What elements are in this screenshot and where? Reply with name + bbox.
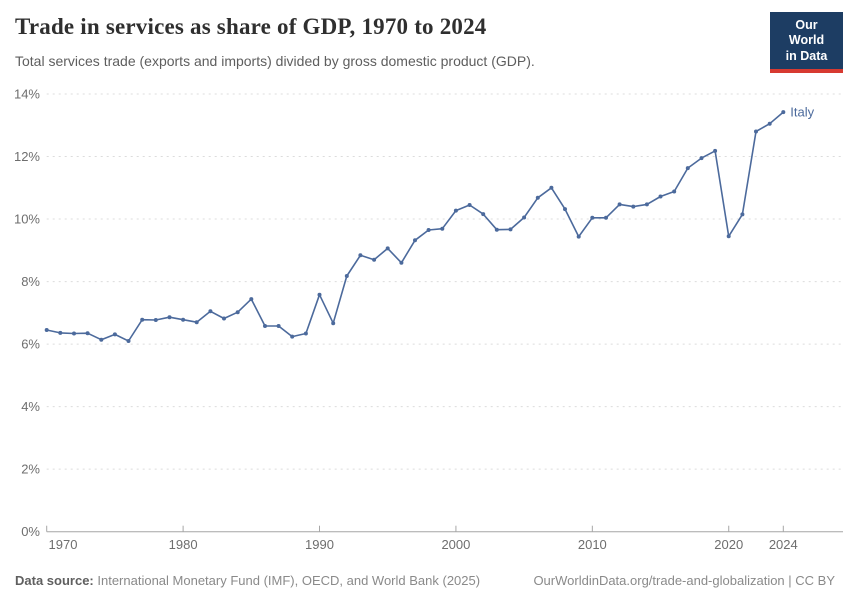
y-tick-label: 12% (14, 149, 40, 164)
page-subtitle: Total services trade (exports and import… (15, 53, 535, 69)
data-point[interactable] (576, 234, 581, 239)
owid-logo-line1: Our World (788, 18, 825, 48)
data-point[interactable] (508, 227, 513, 232)
data-point[interactable] (112, 332, 117, 337)
data-point[interactable] (222, 316, 226, 321)
data-point[interactable] (522, 215, 527, 220)
data-point[interactable] (740, 212, 745, 217)
data-point[interactable] (153, 318, 158, 322)
data-point[interactable] (672, 189, 677, 194)
x-tick-label: 2020 (714, 537, 743, 552)
data-point[interactable] (453, 208, 458, 213)
data-point[interactable] (685, 166, 690, 171)
data-point[interactable] (249, 297, 254, 302)
data-point[interactable] (754, 129, 758, 134)
data-point[interactable] (358, 253, 363, 258)
data-point[interactable] (303, 331, 308, 336)
data-point[interactable] (58, 330, 63, 335)
data-point[interactable] (631, 204, 636, 209)
data-point[interactable] (208, 309, 213, 314)
data-point[interactable] (617, 202, 622, 207)
data-point[interactable] (590, 215, 595, 220)
chart-footer: Data source: International Monetary Fund… (15, 573, 835, 588)
x-tick-label: 1990 (305, 537, 334, 552)
data-point[interactable] (699, 156, 704, 161)
x-tick-label: 2000 (441, 537, 470, 552)
data-point[interactable] (276, 324, 281, 328)
y-tick-label: 14% (14, 87, 40, 102)
data-point[interactable] (467, 203, 472, 207)
data-point[interactable] (181, 317, 186, 322)
x-tick-label: 1970 (49, 537, 78, 552)
data-point[interactable] (494, 227, 499, 232)
footer-link[interactable]: OurWorldinData.org/trade-and-globalizati… (533, 573, 835, 588)
data-point[interactable] (563, 207, 567, 212)
owid-logo[interactable]: Our World in Data (770, 12, 843, 73)
data-point[interactable] (85, 331, 90, 336)
data-point[interactable] (344, 274, 349, 278)
series-label-italy[interactable]: Italy (790, 105, 814, 120)
data-point[interactable] (126, 339, 131, 343)
data-source-label: Data source: (15, 573, 94, 588)
data-point[interactable] (604, 215, 608, 220)
data-point[interactable] (44, 328, 49, 332)
data-point[interactable] (263, 324, 267, 328)
data-point[interactable] (644, 202, 649, 207)
data-point[interactable] (426, 228, 431, 232)
data-point[interactable] (385, 246, 390, 251)
data-point[interactable] (331, 321, 336, 326)
data-point[interactable] (549, 185, 554, 190)
y-tick-label: 8% (21, 274, 40, 289)
data-point[interactable] (713, 148, 718, 153)
data-point[interactable] (658, 194, 663, 199)
data-point[interactable] (194, 320, 199, 325)
x-tick-label: 2024 (769, 537, 798, 552)
y-tick-label: 4% (21, 399, 40, 414)
data-point[interactable] (167, 315, 172, 320)
data-point[interactable] (440, 226, 445, 231)
y-tick-label: 2% (21, 462, 40, 477)
data-point[interactable] (290, 334, 295, 339)
data-point[interactable] (235, 310, 240, 315)
y-tick-label: 0% (21, 524, 40, 539)
page-title: Trade in services as share of GDP, 1970 … (15, 14, 487, 39)
data-point[interactable] (535, 195, 540, 200)
data-point[interactable] (140, 317, 145, 322)
x-tick-label: 2010 (578, 537, 607, 552)
data-point[interactable] (413, 238, 417, 243)
y-tick-label: 6% (21, 337, 40, 352)
trend-line[interactable] (45, 111, 785, 342)
data-point[interactable] (372, 257, 377, 262)
owid-logo-line2: in Data (785, 48, 828, 63)
data-point[interactable] (317, 292, 322, 297)
data-point[interactable] (781, 110, 786, 115)
data-point[interactable] (767, 121, 772, 126)
data-point[interactable] (72, 331, 76, 336)
data-point[interactable] (726, 234, 731, 239)
y-tick-label: 10% (14, 212, 40, 227)
data-source: Data source: International Monetary Fund… (15, 573, 480, 588)
x-tick-label: 1980 (169, 537, 198, 552)
data-source-text: International Monetary Fund (IMF), OECD,… (93, 573, 481, 588)
data-point[interactable] (481, 212, 486, 217)
data-point[interactable] (399, 260, 404, 265)
data-point[interactable] (99, 337, 104, 342)
